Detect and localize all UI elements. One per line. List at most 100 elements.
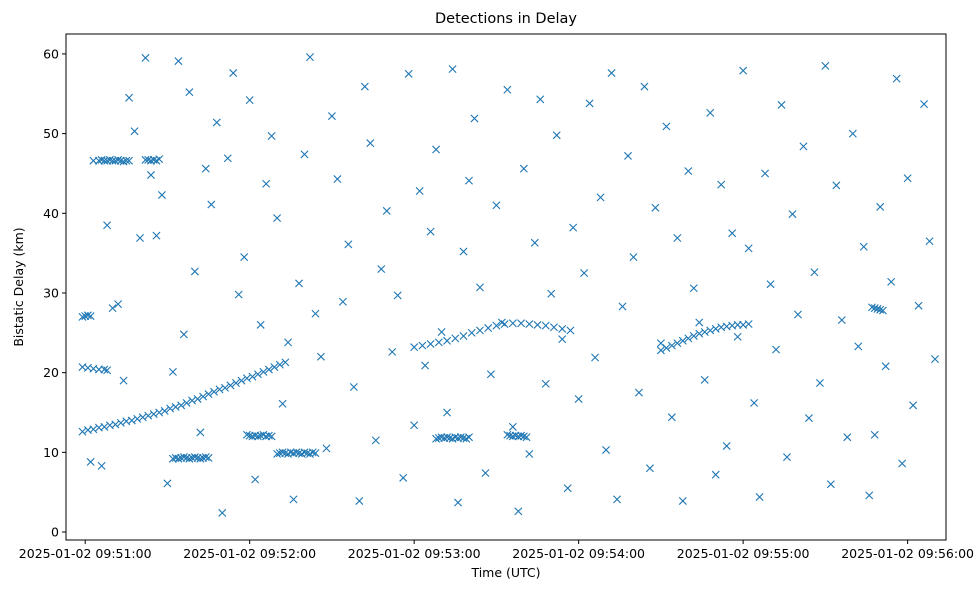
data-point (144, 411, 153, 420)
data-point (204, 453, 213, 462)
data-point (133, 414, 142, 423)
data-point (226, 381, 235, 390)
data-point (459, 247, 468, 256)
data-point (355, 496, 364, 505)
data-point (410, 421, 419, 430)
data-point (552, 131, 561, 140)
data-point (744, 244, 753, 253)
data-point (138, 413, 147, 422)
x-axis-label: Time (UTC) (470, 565, 540, 580)
y-tick-label: 20 (43, 365, 59, 380)
data-point (804, 414, 813, 423)
data-point (684, 167, 693, 176)
data-point (470, 114, 479, 123)
x-tick-label: 2025-01-02 09:54:00 (512, 546, 645, 561)
data-point (519, 432, 528, 441)
data-point (728, 229, 737, 238)
data-point (859, 242, 868, 251)
data-point (349, 383, 358, 391)
data-point (231, 379, 240, 388)
x-axis-ticks: 2025-01-02 09:51:00 2025-01-02 09:52:00 20… (19, 540, 974, 561)
data-point (711, 470, 720, 479)
data-point (443, 408, 452, 417)
data-point (711, 324, 720, 333)
data-point (426, 339, 435, 348)
data-point (558, 335, 567, 344)
data-point (322, 444, 331, 453)
data-point (86, 457, 95, 466)
plot-area (65, 33, 947, 541)
data-point (130, 127, 139, 136)
data-point (667, 413, 676, 422)
data-point (240, 253, 249, 262)
data-point (155, 408, 164, 417)
data-point (264, 431, 273, 440)
data-point (689, 284, 698, 293)
data-point (755, 492, 764, 501)
data-point (481, 469, 490, 478)
data-point (503, 430, 512, 439)
data-point (574, 394, 583, 403)
data-point (103, 221, 112, 230)
data-point (549, 323, 558, 332)
data-point (689, 332, 698, 340)
data-point (508, 422, 517, 431)
data-point (251, 475, 260, 484)
data-point (360, 82, 369, 91)
data-point (196, 428, 205, 437)
data-point (465, 433, 473, 442)
data-point (281, 358, 290, 367)
data-point (273, 214, 282, 223)
data-point (311, 449, 320, 458)
data-point (678, 496, 687, 505)
data-point (799, 142, 808, 151)
data-point (267, 432, 276, 441)
data-point (508, 319, 517, 328)
data-point (832, 181, 841, 190)
data-point (399, 473, 408, 482)
data-point (793, 310, 802, 319)
x-tick-label: 2025-01-02 09:55:00 (677, 546, 810, 561)
data-point (497, 318, 506, 327)
data-point (221, 383, 229, 392)
data-point (607, 69, 616, 78)
data-point (475, 326, 484, 335)
data-point (223, 154, 232, 163)
data-point (127, 416, 136, 425)
data-point (503, 85, 512, 94)
data-point (193, 394, 202, 403)
data-point (103, 366, 112, 375)
data-point (155, 155, 164, 164)
data-point (645, 464, 654, 473)
data-point (547, 289, 556, 298)
data-point (678, 336, 687, 345)
data-point (125, 156, 134, 165)
data-point (152, 231, 161, 240)
data-point (673, 339, 682, 348)
data-point (284, 338, 293, 347)
data-point (166, 404, 175, 413)
data-point (810, 268, 819, 277)
data-point (914, 301, 923, 310)
data-point (761, 169, 770, 178)
data-point (262, 179, 271, 188)
data-point (651, 203, 660, 212)
data-point (83, 311, 92, 320)
data-point (344, 240, 353, 249)
data-point (253, 370, 262, 379)
data-point (270, 363, 279, 372)
data-point (426, 227, 435, 236)
data-point (739, 66, 748, 75)
data-point (656, 346, 665, 355)
data-point (530, 238, 539, 247)
data-point (404, 69, 413, 78)
data-point (245, 96, 254, 105)
data-point (421, 361, 430, 370)
data-point (931, 355, 940, 364)
data-point (116, 418, 125, 427)
data-point (558, 324, 567, 333)
data-point (772, 345, 781, 354)
data-point (160, 406, 169, 415)
data-point (78, 312, 87, 321)
